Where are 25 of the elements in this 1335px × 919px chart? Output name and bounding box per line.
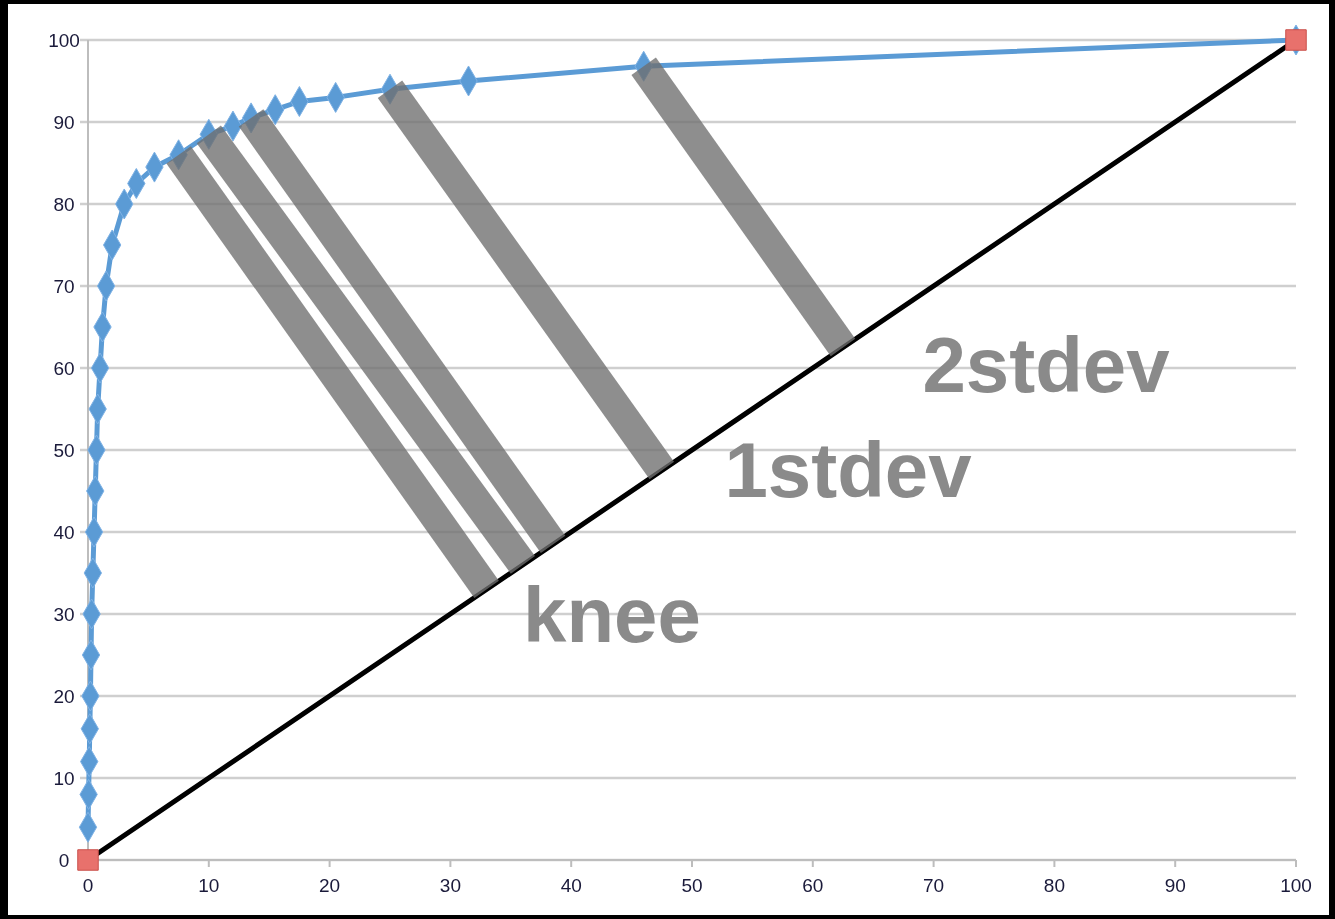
y-tick-label: 60	[53, 357, 75, 379]
y-tick-label: 20	[53, 685, 75, 707]
y-tick-label: 100	[48, 29, 80, 51]
x-tick-label: 60	[802, 875, 824, 896]
x-tick-label: 50	[681, 875, 703, 896]
y-tick-label: 10	[53, 767, 75, 789]
y-tick-label: 50	[53, 439, 75, 461]
x-tick-label: 40	[560, 875, 582, 896]
y-tick-label: 80	[53, 193, 75, 215]
x-tick-label: 80	[1043, 875, 1065, 896]
x-tick-label: 30	[439, 875, 461, 896]
y-tick-label: 30	[53, 603, 75, 625]
x-tick-label: 20	[319, 875, 341, 896]
y-tick-label: 70	[53, 275, 75, 297]
x-tick-label: 70	[923, 875, 945, 896]
annotation: knee	[523, 571, 701, 659]
annotation: 1stdev	[724, 426, 973, 514]
x-tick-label: 90	[1164, 875, 1186, 896]
x-tick-label: 0	[82, 875, 94, 896]
annotation: 2stdev	[922, 321, 1171, 409]
y-tick-label: 0	[58, 849, 70, 871]
x-tick-label: 100	[1280, 875, 1312, 896]
y-tick-label: 40	[53, 521, 75, 543]
x-tick-label: 10	[198, 875, 220, 896]
y-tick-label: 90	[53, 111, 75, 133]
